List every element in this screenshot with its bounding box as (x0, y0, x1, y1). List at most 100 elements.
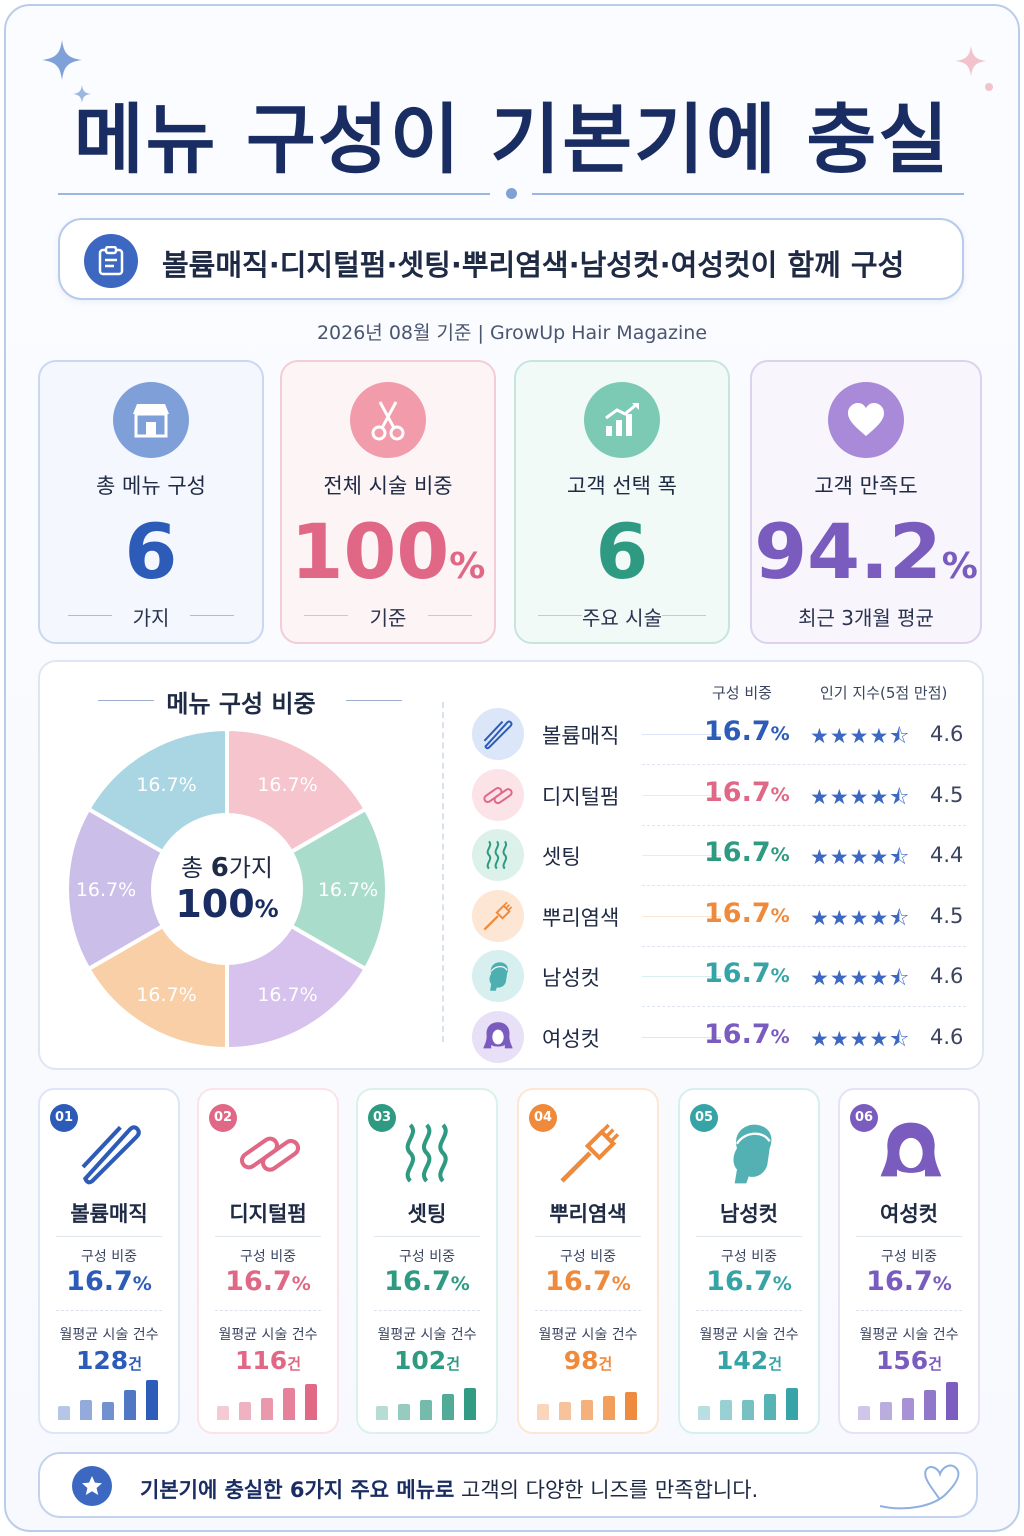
monthly-trend-bar (239, 1402, 251, 1420)
monthly-trend-bars (376, 1378, 480, 1420)
donut-center-total: 100% (175, 882, 279, 926)
donut-slice-6 (85, 726, 229, 855)
menu-share-row: 남성컷 16.7% ★★★★⯪ 4.6 (472, 946, 966, 1007)
rating-stars: ★★★★⯪ (810, 905, 911, 930)
footer-banner: 기본기에 충실한 6가지 주요 메뉴로 고객의 다양한 니즈를 만족합니다. (38, 1452, 978, 1518)
perm-rod-icon (220, 1118, 320, 1188)
menu-share-value: 16.7% (704, 958, 790, 989)
menu-card: 04 뿌리염색 구성 비중 16.7% 월평균 시술 건수 98건 (517, 1088, 659, 1434)
menu-share-panel: 메뉴 구성 비중 16.7% 16.7% 16.7% 16.7% 16.7% 16.7% … (38, 660, 984, 1070)
donut-slice-1 (225, 726, 369, 855)
card-menu-name: 남성컷 (720, 1202, 778, 1226)
sparkle-icon (42, 40, 82, 80)
monthly-trend-bar (603, 1396, 615, 1420)
menu-share-row: 디지털펌 16.7% ★★★★⯪ 4.5 (472, 765, 966, 826)
menu-share-row: 볼륨매직 16.7% ★★★★⯪ 4.6 (472, 704, 966, 765)
kpi-sub-label: 기준 (369, 606, 407, 630)
card-share-label: 구성 비중 (560, 1249, 616, 1265)
growth-chart-icon (584, 382, 660, 458)
male-head-icon (701, 1118, 801, 1188)
monthly-trend-bar (58, 1406, 70, 1420)
donut-center-count: 총 6가지 (181, 853, 273, 883)
menu-share-row: 뿌리염색 16.7% ★★★★⯪ 4.5 (472, 886, 966, 947)
clipboard-icon (84, 234, 138, 288)
rating-score: 4.4 (930, 843, 964, 867)
menu-card: 06 여성컷 구성 비중 16.7% 월평균 시술 건수 156건 (838, 1088, 980, 1434)
card-share-value: 16.7% (66, 1266, 152, 1297)
monthly-trend-bar (80, 1400, 92, 1420)
menu-share-row: 셋팅 16.7% ★★★★⯪ 4.4 (472, 825, 966, 886)
menu-card: 05 남성컷 구성 비중 16.7% 월평균 시술 건수 142건 (678, 1088, 820, 1434)
menu-share-row: 여성컷 16.7% ★★★★⯪ 4.6 (472, 1007, 966, 1067)
footer-text: 기본기에 충실한 6가지 주요 메뉴로 고객의 다양한 니즈를 만족합니다. (140, 1478, 759, 1502)
rating-score: 4.5 (930, 782, 964, 807)
kpi-card-menu-count: 총 메뉴 구성 6 가지 (38, 360, 264, 644)
donut-slice-label: 16.7% (136, 984, 196, 1006)
monthly-trend-bar (924, 1390, 936, 1420)
heart-icon (828, 382, 904, 458)
donut-title: 메뉴 구성 비중 (166, 690, 316, 718)
monthly-trend-bar (698, 1406, 710, 1420)
donut-slice-5 (65, 806, 166, 972)
card-number-badge: 06 (850, 1104, 878, 1132)
card-monthly-count: 98건 (563, 1346, 613, 1375)
card-share-value: 16.7% (706, 1266, 792, 1297)
kpi-label: 고객 선택 폭 (567, 474, 677, 498)
menu-card: 03 셋팅 구성 비중 16.7% 월평균 시술 건수 102건 (356, 1088, 498, 1434)
perm-rod-icon (472, 768, 524, 821)
donut-slice-label: 16.7% (257, 984, 317, 1006)
rating-score: 4.6 (930, 722, 964, 746)
card-share-label: 구성 비중 (721, 1249, 777, 1265)
kpi-sub-label: 최근 3개월 평균 (798, 606, 934, 630)
donut-slice-label: 16.7% (318, 879, 378, 901)
date-source-line: 2026년 08월 기준 | GrowUp Hair Magazine (316, 322, 708, 344)
card-number-badge: 03 (368, 1104, 396, 1132)
kpi-value: 6 (595, 507, 649, 596)
kpi-label: 고객 만족도 (814, 474, 918, 498)
card-monthly-count: 102건 (394, 1346, 460, 1375)
monthly-trend-bar (581, 1400, 593, 1420)
card-monthly-label: 월평균 시술 건수 (699, 1327, 799, 1343)
female-head-icon (861, 1118, 961, 1188)
donut-slice-label: 16.7% (257, 774, 317, 796)
menu-name: 디지털펌 (542, 784, 620, 809)
male-head-icon (472, 950, 524, 1002)
monthly-trend-bar (720, 1400, 732, 1420)
heart-doodle-icon (879, 1464, 960, 1510)
monthly-trend-bar (398, 1404, 410, 1420)
card-share-label: 구성 비중 (240, 1249, 296, 1265)
flat-iron-icon (61, 1118, 161, 1188)
donut-slice-4 (85, 923, 229, 1052)
card-monthly-label: 월평균 시술 건수 (377, 1327, 477, 1343)
rating-stars: ★★★★⯪ (810, 1026, 911, 1051)
card-menu-name: 디지털펌 (229, 1202, 307, 1226)
dye-brush-icon (540, 1118, 640, 1188)
card-menu-name: 셋팅 (407, 1202, 447, 1226)
rating-score: 4.6 (930, 1024, 964, 1049)
monthly-trend-bars (217, 1378, 321, 1420)
card-monthly-count: 116건 (235, 1346, 301, 1375)
scissors-icon (350, 382, 426, 458)
flat-iron-icon (472, 708, 524, 760)
monthly-trend-bars (698, 1378, 802, 1420)
kpi-card-share: 전체 시술 비중 100% 기준 (280, 360, 496, 644)
donut-center: 총 6가지 100% (62, 724, 392, 1054)
menu-share-value: 16.7% (704, 716, 790, 747)
monthly-trend-bar (464, 1388, 476, 1420)
menu-name: 남성컷 (542, 966, 600, 990)
title-divider (58, 188, 966, 200)
monthly-trend-bar (880, 1402, 892, 1420)
subtitle-banner: 볼륨매직·디지털펌·셋팅·뿌리염색·남성컷·여성컷이 함께 구성 (58, 218, 964, 300)
monthly-trend-bar (786, 1388, 798, 1420)
menu-name: 셋팅 (542, 845, 581, 869)
card-share-value: 16.7% (384, 1266, 470, 1297)
dye-brush-icon (472, 889, 524, 942)
menu-name: 볼륨매직 (542, 724, 620, 748)
kpi-label: 전체 시술 비중 (323, 474, 453, 498)
donut-chart: 16.7% 16.7% 16.7% 16.7% 16.7% 16.7% (65, 726, 389, 1052)
menu-card: 02 디지털펌 구성 비중 16.7% 월평균 시술 건수 116건 (197, 1088, 339, 1434)
kpi-label: 총 메뉴 구성 (96, 474, 206, 498)
donut-slice-label: 16.7% (76, 879, 136, 901)
subtitle-text: 볼륨매직·디지털펌·셋팅·뿌리염색·남성컷·여성컷이 함께 구성 (162, 248, 905, 282)
card-number-badge: 01 (50, 1104, 78, 1132)
